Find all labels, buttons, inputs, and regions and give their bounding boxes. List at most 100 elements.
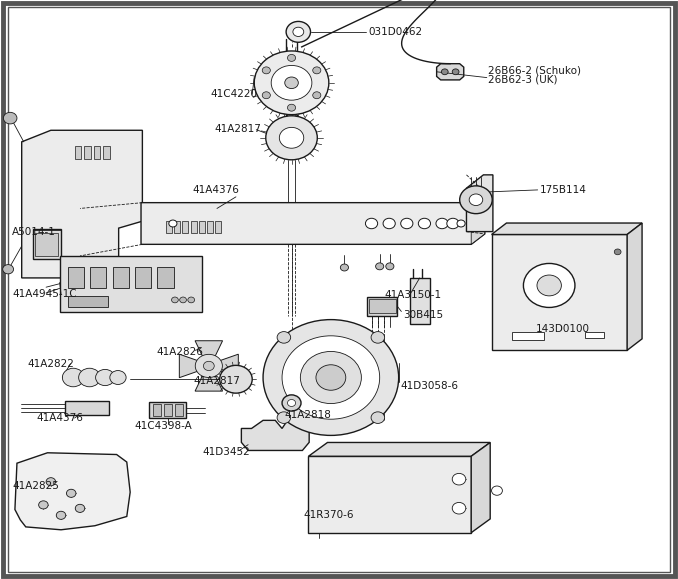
Text: 41A3150-1: 41A3150-1: [384, 290, 441, 301]
Circle shape: [39, 501, 48, 509]
Polygon shape: [141, 192, 485, 244]
Bar: [410, 278, 430, 324]
Circle shape: [3, 112, 17, 124]
Circle shape: [614, 249, 621, 255]
Circle shape: [203, 361, 214, 371]
Circle shape: [286, 21, 311, 42]
Circle shape: [263, 320, 399, 435]
Bar: [175, 404, 183, 416]
Polygon shape: [22, 130, 142, 278]
Polygon shape: [437, 64, 464, 80]
Circle shape: [282, 336, 380, 419]
Bar: [585, 332, 604, 338]
Text: 41D3452: 41D3452: [202, 446, 250, 457]
Circle shape: [66, 489, 76, 497]
Bar: [199, 221, 205, 233]
Circle shape: [492, 486, 502, 495]
Circle shape: [169, 220, 177, 227]
Text: 41A4945-1C: 41A4945-1C: [12, 289, 77, 299]
Circle shape: [365, 218, 378, 229]
Circle shape: [441, 69, 448, 75]
Circle shape: [452, 69, 459, 75]
Circle shape: [262, 67, 271, 74]
Bar: [75, 146, 81, 159]
Bar: [84, 146, 91, 159]
Bar: [60, 256, 202, 312]
Circle shape: [457, 220, 465, 227]
Text: 41A2818: 41A2818: [285, 409, 332, 420]
Circle shape: [340, 264, 348, 271]
Text: 41C4398-A: 41C4398-A: [134, 421, 192, 431]
Circle shape: [46, 478, 56, 486]
Text: 143D0100: 143D0100: [536, 324, 590, 334]
Bar: [135, 267, 151, 288]
Circle shape: [96, 369, 115, 386]
Circle shape: [316, 365, 346, 390]
Bar: [35, 233, 58, 256]
Bar: [153, 404, 161, 416]
Circle shape: [79, 368, 100, 387]
Circle shape: [254, 51, 329, 115]
Circle shape: [371, 412, 384, 423]
Circle shape: [313, 67, 321, 74]
Polygon shape: [308, 442, 490, 456]
Circle shape: [300, 351, 361, 404]
Circle shape: [277, 332, 291, 343]
Text: 26B62-3 (UK): 26B62-3 (UK): [488, 75, 558, 85]
Text: 26B66-2 (Schuko): 26B66-2 (Schuko): [488, 65, 581, 76]
Circle shape: [386, 263, 394, 270]
Text: 41A4376: 41A4376: [193, 185, 239, 195]
Circle shape: [262, 92, 271, 98]
Circle shape: [447, 218, 459, 229]
Text: 41R370-6: 41R370-6: [304, 510, 354, 521]
Bar: [207, 221, 213, 233]
Bar: [174, 221, 180, 233]
Text: 031D0462: 031D0462: [368, 27, 422, 37]
Polygon shape: [471, 442, 490, 533]
Circle shape: [279, 127, 304, 148]
Circle shape: [62, 368, 84, 387]
Text: 41A2822: 41A2822: [27, 358, 74, 369]
Polygon shape: [471, 192, 485, 244]
Circle shape: [460, 186, 492, 214]
Circle shape: [110, 371, 126, 384]
Circle shape: [287, 104, 296, 111]
Text: A5014-1: A5014-1: [12, 226, 56, 237]
Bar: [68, 267, 84, 288]
Bar: [90, 267, 106, 288]
Circle shape: [537, 275, 561, 296]
Circle shape: [287, 54, 296, 61]
Text: 41A2817: 41A2817: [214, 124, 261, 134]
Text: 41A2825: 41A2825: [12, 481, 59, 492]
Bar: [369, 299, 396, 313]
Text: 41A2826: 41A2826: [156, 347, 203, 357]
Circle shape: [75, 504, 85, 512]
Bar: [367, 297, 397, 316]
Text: 41A2817: 41A2817: [193, 376, 240, 386]
Bar: [33, 229, 61, 259]
Polygon shape: [241, 420, 309, 450]
Circle shape: [282, 395, 301, 411]
Circle shape: [523, 263, 575, 307]
Polygon shape: [195, 340, 222, 369]
Circle shape: [266, 116, 317, 160]
Bar: [512, 332, 544, 340]
Bar: [182, 221, 188, 233]
Circle shape: [271, 65, 312, 100]
Polygon shape: [492, 223, 642, 234]
Circle shape: [313, 92, 321, 99]
Text: 30B415: 30B415: [403, 310, 443, 320]
Bar: [215, 221, 221, 233]
Circle shape: [285, 77, 298, 89]
Circle shape: [277, 412, 291, 423]
Polygon shape: [195, 362, 222, 391]
Polygon shape: [205, 354, 239, 378]
Circle shape: [452, 503, 466, 514]
Bar: [191, 221, 197, 233]
Text: 41A4376: 41A4376: [37, 413, 83, 423]
Circle shape: [220, 365, 252, 393]
Circle shape: [293, 27, 304, 36]
Text: 41C4220: 41C4220: [210, 89, 257, 99]
Polygon shape: [179, 354, 213, 378]
Circle shape: [469, 194, 483, 206]
